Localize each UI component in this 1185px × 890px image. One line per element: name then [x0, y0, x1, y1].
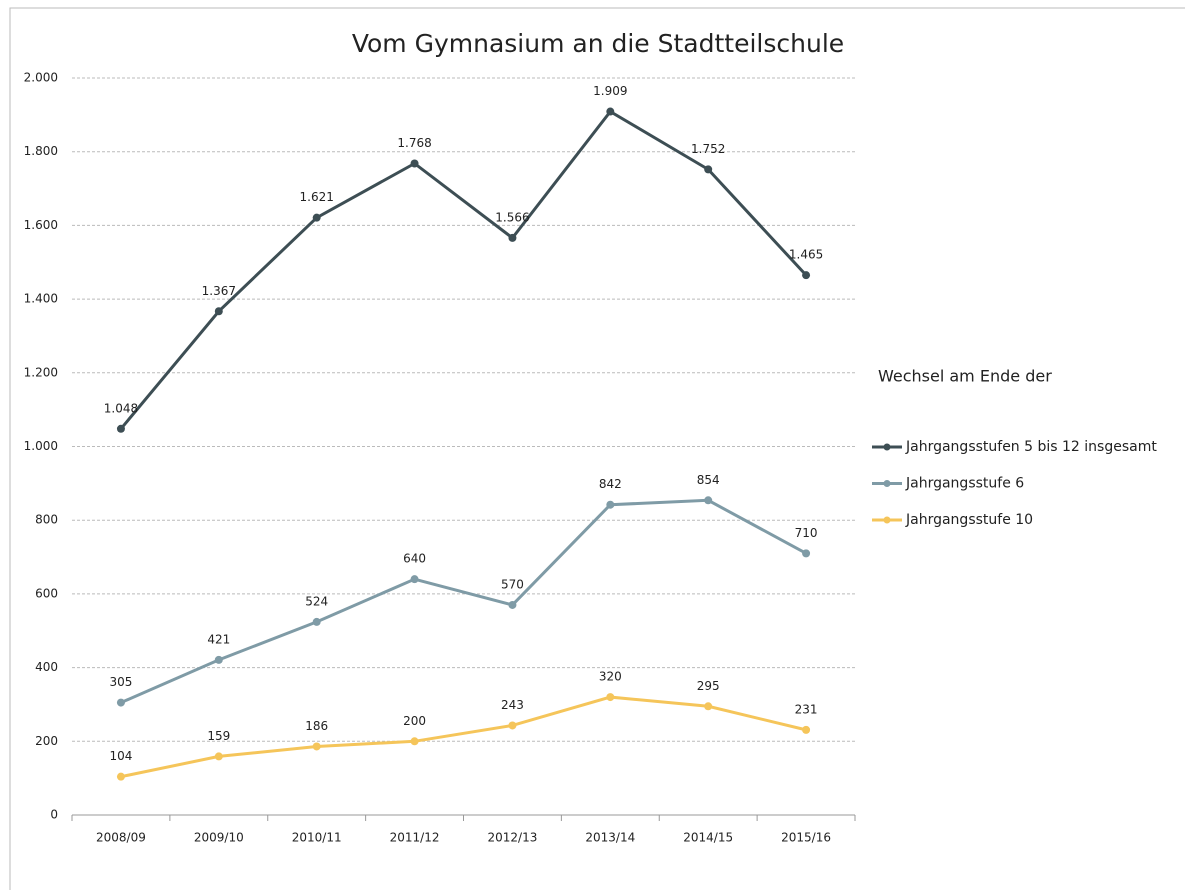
data-label: 200: [403, 714, 426, 728]
x-tick-label: 2008/09: [96, 831, 146, 845]
chart-frame: [9, 7, 1185, 890]
y-tick-label: 800: [35, 513, 58, 527]
data-label: 1.752: [691, 142, 725, 156]
data-label: 570: [501, 577, 524, 591]
y-tick-label: 200: [35, 734, 58, 748]
x-tick-label: 2009/10: [194, 831, 244, 845]
data-point: [312, 742, 321, 751]
y-tick-label: 1.800: [24, 144, 58, 158]
data-point: [508, 233, 517, 242]
data-point: [606, 693, 615, 702]
y-tick-label: 0: [50, 808, 58, 822]
data-label: 640: [403, 552, 426, 566]
data-label: 243: [501, 698, 524, 712]
data-label: 854: [697, 473, 720, 487]
data-label: 1.621: [300, 190, 334, 204]
y-tick-label: 1.400: [24, 292, 58, 306]
data-label: 842: [599, 477, 622, 491]
data-point: [802, 549, 811, 558]
legend-title: Wechsel am Ende der: [878, 367, 1052, 386]
data-label: 186: [305, 719, 328, 733]
data-label: 320: [599, 670, 622, 684]
y-tick-label: 2.000: [24, 71, 58, 85]
data-point: [312, 617, 321, 626]
data-point: [214, 752, 223, 761]
data-label: 710: [795, 526, 818, 540]
legend-label: Jahrgangsstufe 6: [905, 476, 1024, 492]
data-label: 159: [207, 729, 230, 743]
data-point: [214, 655, 223, 664]
data-label: 295: [697, 679, 720, 693]
data-label: 1.768: [397, 136, 431, 150]
legend-marker: [883, 516, 891, 524]
data-point: [410, 575, 419, 584]
data-point: [116, 698, 125, 707]
series-line: [120, 695, 807, 779]
legend-marker: [883, 480, 891, 487]
data-point: [802, 725, 811, 734]
data-point: [802, 271, 811, 280]
data-point: [606, 500, 615, 509]
y-tick-label: 1.000: [24, 439, 58, 453]
data-point: [704, 165, 713, 174]
data-point: [704, 702, 713, 711]
data-point: [606, 107, 615, 116]
x-tick-label: 2011/12: [390, 831, 440, 845]
legend-label: Jahrgangsstufen 5 bis 12 insgesamt: [905, 439, 1157, 455]
data-point: [214, 307, 223, 316]
y-tick-label: 600: [35, 586, 58, 600]
data-point: [116, 424, 125, 433]
data-label: 231: [795, 702, 818, 716]
data-point: [508, 721, 517, 730]
x-tick-label: 2015/16: [781, 831, 831, 845]
x-tick-label: 2012/13: [488, 831, 538, 845]
y-tick-label: 1.600: [24, 218, 58, 232]
data-label: 1.465: [789, 248, 823, 262]
data-label: 421: [207, 632, 230, 646]
data-label: 1.048: [104, 401, 138, 415]
data-label: 305: [109, 675, 132, 689]
legend-marker: [883, 443, 891, 451]
legend-label: Jahrgangsstufe 10: [905, 512, 1033, 528]
x-tick-label: 2013/14: [585, 831, 635, 845]
data-label: 1.909: [593, 84, 627, 98]
data-point: [704, 496, 713, 505]
y-tick-label: 1.200: [24, 365, 58, 379]
x-tick-label: 2010/11: [292, 831, 342, 845]
data-point: [508, 600, 517, 609]
data-point: [312, 213, 321, 222]
chart-title: Vom Gymnasium an die Stadtteilschule: [352, 29, 844, 58]
data-point: [410, 159, 419, 168]
data-point: [116, 772, 125, 781]
x-tick-label: 2014/15: [683, 831, 733, 845]
data-point: [410, 737, 419, 746]
data-label: 1.367: [202, 284, 236, 298]
data-label: 524: [305, 594, 328, 608]
y-tick-label: 400: [35, 660, 58, 674]
series-line: [120, 498, 807, 704]
series-line: [119, 109, 808, 430]
data-label: 1.566: [495, 210, 529, 224]
data-label: 104: [109, 749, 132, 763]
